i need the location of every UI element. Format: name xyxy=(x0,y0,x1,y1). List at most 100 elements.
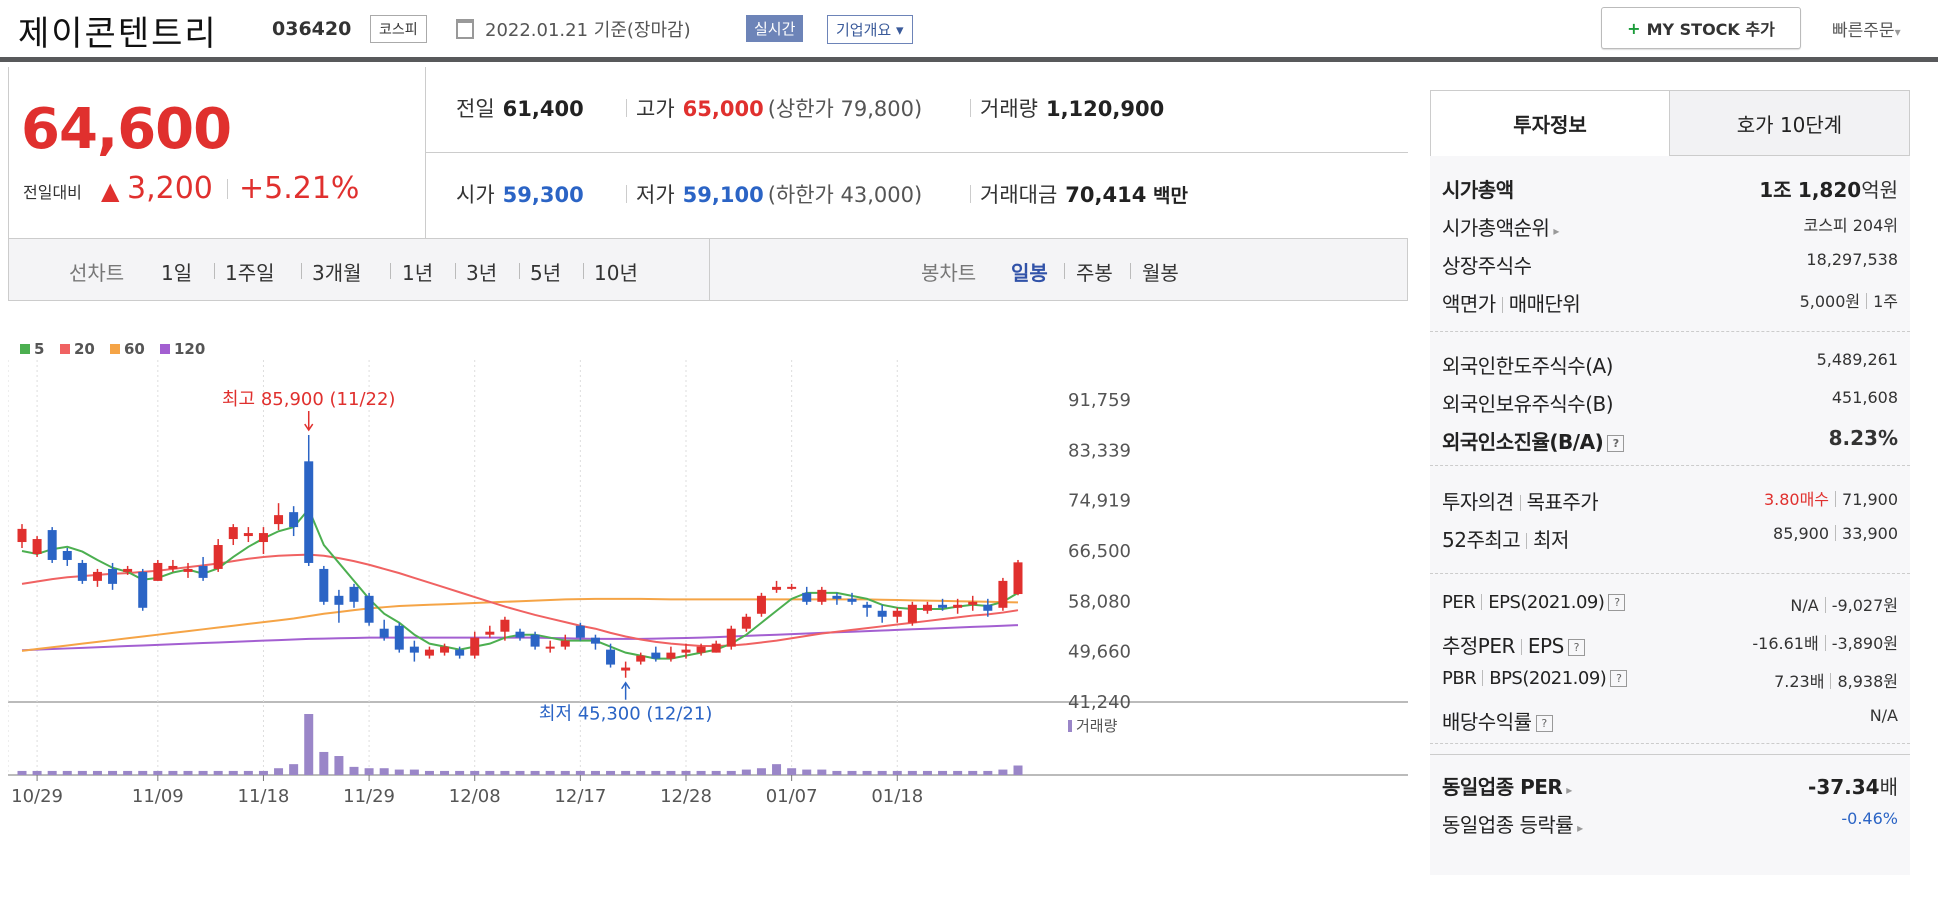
candle-weekly[interactable]: 주봉 xyxy=(1076,261,1113,285)
low-label: 저가 xyxy=(636,183,675,207)
divider xyxy=(301,263,302,279)
x-tick-label: 12/08 xyxy=(449,786,501,807)
volume-bar xyxy=(696,770,706,775)
candle xyxy=(168,565,178,569)
stock-code: 036420 xyxy=(272,18,352,40)
chevron-down-icon: ▾ xyxy=(1894,25,1901,39)
per-label: PER EPS(2021.09)? xyxy=(1442,592,1626,613)
volume-bar xyxy=(847,770,857,775)
corp-overview-label: 기업개요 xyxy=(836,21,892,39)
est-per-label: 추정PER EPS? xyxy=(1442,630,1585,659)
market-cap-label: 시가총액 xyxy=(1442,178,1514,202)
period-1y[interactable]: 1년 xyxy=(402,261,434,285)
tab-invest-info[interactable]: 투자정보 xyxy=(1430,90,1670,156)
divider xyxy=(1520,639,1522,655)
foreign-ratio: 8.23% xyxy=(1828,426,1898,450)
volume-bar xyxy=(153,770,163,775)
candle xyxy=(183,568,193,572)
period-1w[interactable]: 1주일 xyxy=(225,261,275,285)
candle-chart-label: 봉차트 xyxy=(921,261,977,285)
sector-per-unit: 배 xyxy=(1879,775,1898,799)
help-icon[interactable]: ? xyxy=(1567,639,1585,656)
market-cap-trillion: 1조 xyxy=(1759,178,1792,202)
x-tick-label: 11/29 xyxy=(343,786,395,807)
divider xyxy=(1501,297,1503,313)
chevron-right-icon: ▸ xyxy=(1566,783,1572,797)
x-tick-label: 11/18 xyxy=(238,786,290,807)
period-1d[interactable]: 1일 xyxy=(161,261,193,285)
52w-low-label: 최저 xyxy=(1533,528,1569,552)
sector-per-label: 동일업종 PER ▸ xyxy=(1442,771,1572,800)
company-name: 제이콘텐트리 xyxy=(18,14,218,54)
candle xyxy=(606,649,616,665)
quick-order-dropdown[interactable]: 빠른주문▾ xyxy=(1832,16,1901,41)
divider xyxy=(970,99,971,117)
help-icon[interactable]: ? xyxy=(1608,594,1626,611)
par-value: 5,000원 1주 xyxy=(1800,288,1898,312)
tab-orderbook[interactable]: 호가 10단계 xyxy=(1670,90,1910,156)
volume-bar xyxy=(198,770,208,775)
legend-label: 5 xyxy=(34,340,44,358)
52w-row: 52주최고 최저 85,900 33,900 xyxy=(1442,524,1898,556)
volume-bar xyxy=(953,770,963,775)
candle xyxy=(334,595,344,605)
foreign-limit-label: 외국인한도주식수(A) xyxy=(1442,354,1614,378)
period-3y[interactable]: 3년 xyxy=(466,261,498,285)
volume-bar xyxy=(681,770,691,775)
par-value-label: 액면가 매매단위 xyxy=(1442,288,1581,317)
x-tick-label: 01/18 xyxy=(871,786,923,807)
help-icon[interactable]: ? xyxy=(1610,670,1628,687)
volume-bar xyxy=(409,769,419,775)
period-10y[interactable]: 10년 xyxy=(594,261,638,285)
volume-bar xyxy=(907,770,917,775)
foreign-ratio-text: 외국인소진율(B/A) xyxy=(1442,430,1604,454)
market-badge: 코스피 xyxy=(370,15,427,43)
line-chart-label: 선차트 xyxy=(69,261,125,285)
market-cap-rank-text: 시가총액순위 xyxy=(1442,216,1550,240)
candle-monthly[interactable]: 월봉 xyxy=(1142,261,1179,285)
candle xyxy=(877,610,887,617)
candle-daily[interactable]: 일봉 xyxy=(1011,261,1048,285)
volume-bar xyxy=(168,770,178,775)
period-5y[interactable]: 5년 xyxy=(530,261,562,285)
candle xyxy=(862,604,872,608)
candle xyxy=(440,646,450,653)
divider xyxy=(1824,597,1826,613)
opinion-value: 3.80매수 71,900 xyxy=(1764,486,1898,510)
volume-bar xyxy=(862,770,872,775)
x-tick-label: 10/29 xyxy=(11,786,63,807)
market-cap-rank-row[interactable]: 시가총액순위 ▸ 코스피 204위 xyxy=(1442,212,1898,244)
divider xyxy=(1866,293,1868,309)
period-3m[interactable]: 3개월 xyxy=(312,261,362,285)
est-eps: -3,890원 xyxy=(1831,634,1898,653)
candle xyxy=(847,598,857,602)
divider xyxy=(227,179,228,199)
candle xyxy=(1013,562,1023,595)
candle xyxy=(349,586,359,602)
x-tick-label: 12/28 xyxy=(660,786,712,807)
add-mystock-button[interactable]: + MY STOCK 추가 xyxy=(1601,7,1801,49)
help-icon[interactable]: ? xyxy=(1535,715,1553,732)
chevron-down-icon: ▾ xyxy=(895,21,904,39)
target-price-label: 목표주가 xyxy=(1526,490,1599,514)
bps: 8,938원 xyxy=(1837,672,1898,691)
candle xyxy=(123,568,133,572)
market-cap-billion: 1,820 xyxy=(1797,178,1862,202)
52w-value: 85,900 33,900 xyxy=(1773,524,1898,543)
volume-bar xyxy=(213,770,223,775)
candle xyxy=(198,565,208,578)
volume-bar xyxy=(92,770,102,775)
realtime-button[interactable]: 실시간 xyxy=(746,15,804,42)
stat-row-1: 전일 61,400 고가 65,000 (상한가 79,800) 거래량 1,120,9… xyxy=(426,67,1408,153)
y-tick-label: 41,240 xyxy=(1068,692,1131,713)
sector-change-row[interactable]: 동일업종 등락률 ▸ -0.46% xyxy=(1442,809,1898,841)
listed-shares-label: 상장주식수 xyxy=(1442,254,1532,278)
est-eps-text: EPS xyxy=(1527,634,1564,658)
listed-shares-row: 상장주식수 18,297,538 xyxy=(1442,250,1898,282)
corp-overview-dropdown[interactable]: 기업개요 ▾ xyxy=(827,15,913,44)
volume-bar xyxy=(274,768,284,775)
sector-per-row[interactable]: 동일업종 PER ▸ -37.34배 xyxy=(1442,771,1898,803)
help-icon[interactable]: ? xyxy=(1607,435,1625,452)
trade-value-unit: 백만 xyxy=(1153,185,1188,207)
candle xyxy=(892,610,902,617)
